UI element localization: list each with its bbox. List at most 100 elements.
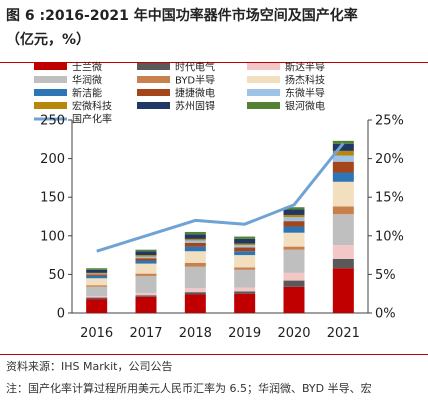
legend-swatch [34, 76, 67, 83]
legend-label: 东微半导 [285, 87, 325, 100]
bar-segment [135, 255, 157, 257]
bar-segment [234, 238, 256, 244]
bar-segment [332, 181, 354, 207]
bar-segment [283, 249, 305, 273]
legend-swatch [247, 63, 280, 70]
bar-segment [86, 268, 108, 270]
footnote: 注：国产化率计算过程所用美元人民币汇率为 6.5；华润微、BYD 半导、宏 [6, 382, 372, 395]
bar-segment [184, 288, 206, 293]
bar-segment [283, 232, 305, 247]
x-tick-label: 2018 [179, 326, 212, 341]
legend-swatch [247, 76, 280, 83]
bar-segment [184, 294, 206, 313]
bar-segment [332, 150, 354, 156]
bar-segment [135, 263, 157, 274]
legend-label: 士兰微 [72, 61, 102, 74]
bar-segment [234, 255, 256, 268]
chart-title-line2: （亿元，%） [6, 32, 91, 48]
bar-segment [184, 251, 206, 263]
bar-segment [86, 296, 108, 298]
legend-label: 国产化率 [72, 113, 112, 126]
line-series [96, 142, 345, 253]
legend-swatch [137, 102, 170, 109]
bar-segment [135, 292, 157, 296]
bar-segment [283, 214, 305, 218]
bar-segment [283, 221, 305, 227]
y2-tick-label: 10% [375, 229, 404, 244]
chart-title-line1: 图 6 :2016-2021 年中国功率器件市场空间及国产化率 [6, 8, 358, 24]
bar-segment [332, 143, 354, 151]
bar-segment [86, 272, 108, 274]
bar-segment [135, 256, 157, 259]
bar-segment [184, 234, 206, 239]
legend-label: 斯达半导 [285, 61, 325, 74]
bar-segment [184, 240, 206, 243]
bar-segment [135, 296, 157, 313]
bar-segment [86, 278, 108, 286]
bar-segment [234, 287, 256, 292]
y2-tick-label: 15% [375, 191, 404, 206]
bar-series [86, 140, 354, 313]
bar-segment [332, 245, 354, 259]
x-tick-label: 2021 [327, 326, 360, 341]
y-tick-label: 100 [40, 229, 65, 244]
bar-segment [135, 260, 157, 264]
bar-segment [283, 286, 305, 313]
y2-tick-label: 5% [375, 268, 396, 283]
bar-segment [184, 292, 206, 295]
bar-segment [135, 258, 157, 261]
bar-segment [234, 293, 256, 313]
bar-segment [184, 242, 206, 247]
legend-label: 宏微科技 [72, 100, 112, 113]
x-tick-label: 2019 [228, 326, 261, 341]
bar-segment [283, 280, 305, 287]
legend-label: 华润微 [72, 74, 102, 87]
bar-segment [234, 251, 256, 256]
bar-segment [332, 268, 354, 313]
y-tick-label: 200 [40, 152, 65, 167]
legend-swatch [137, 89, 170, 96]
bar-segment [234, 243, 256, 246]
legend-swatch [34, 89, 67, 96]
bar-segment [86, 297, 108, 300]
y2-tick-label: 25% [375, 114, 404, 129]
legend-label: 时代电气 [175, 61, 215, 74]
bar-segment [86, 285, 108, 287]
bar-segment [332, 258, 354, 269]
source-note: 资料来源：IHS Markit，公司公告 [6, 360, 173, 373]
legend-label: 苏州固锝 [175, 100, 215, 113]
bar-segment [283, 246, 305, 250]
bar-segment [234, 236, 256, 239]
bar-segment [234, 245, 256, 248]
legend-label: BYD半导 [175, 74, 215, 87]
bar-segment [332, 214, 354, 246]
bar-segment [86, 286, 108, 297]
bar-segment [135, 295, 157, 297]
bar-segment [234, 291, 256, 294]
x-tick-label: 2017 [129, 326, 162, 341]
bar-segment [86, 275, 108, 279]
legend-swatch [34, 102, 67, 109]
bar-segment [283, 226, 305, 233]
y2-tick-label: 0% [375, 307, 396, 322]
axes: 0 50 100 150 200 250 0% 5% 10% 15% 20% 25% 2016 2017 2… [40, 114, 404, 342]
legend-swatch [137, 63, 170, 70]
top-divider [0, 62, 428, 63]
bar-segment [86, 269, 108, 273]
bar-segment [184, 266, 206, 289]
bar-segment [184, 246, 206, 252]
legend-swatch [34, 63, 67, 70]
y-tick-label: 250 [40, 114, 65, 129]
bar-segment [135, 249, 157, 252]
bottom-divider [0, 354, 428, 355]
bar-segment [283, 209, 305, 215]
line-path [96, 142, 345, 253]
legend-swatch [137, 76, 170, 83]
legend-swatch [247, 102, 280, 109]
legend-label: 银河微电 [285, 100, 325, 113]
bar-segment [234, 269, 256, 288]
bar-segment [184, 238, 206, 241]
bar-segment [283, 217, 305, 222]
